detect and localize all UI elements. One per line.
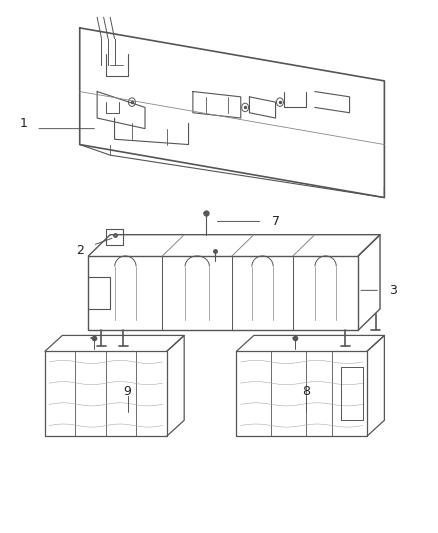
Text: 8: 8 — [302, 385, 310, 398]
Text: 3: 3 — [389, 284, 397, 297]
Text: 1: 1 — [19, 117, 27, 130]
Text: 7: 7 — [272, 215, 279, 228]
Text: 9: 9 — [124, 385, 131, 398]
Text: 2: 2 — [76, 244, 84, 257]
